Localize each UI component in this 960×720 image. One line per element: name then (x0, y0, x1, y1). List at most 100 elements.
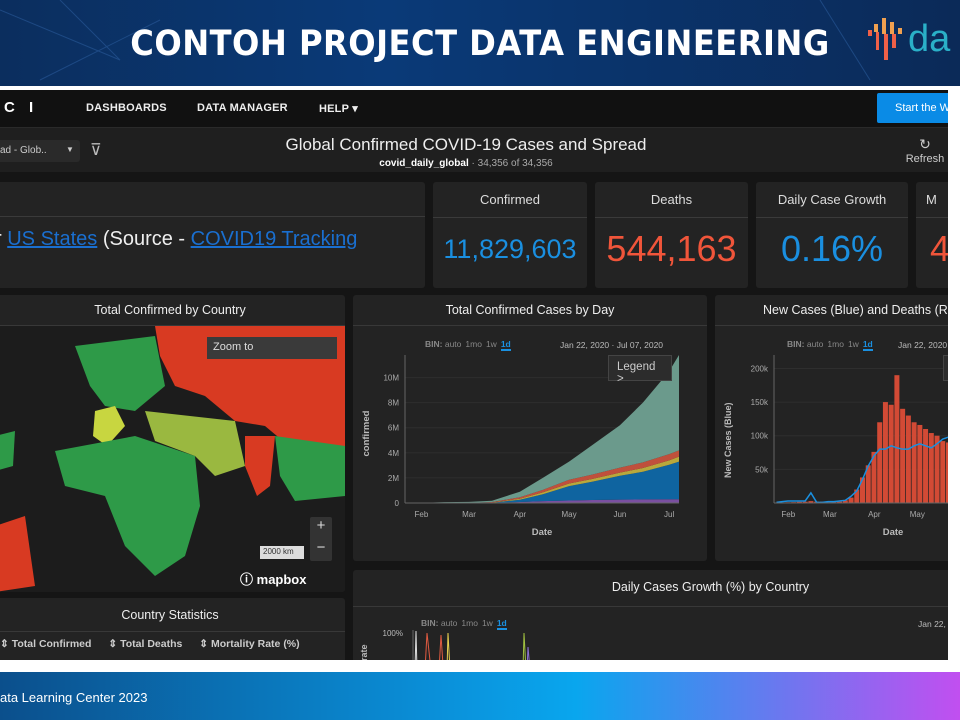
column-total-confirmed[interactable]: ⇕ Total Confirmed (0, 638, 92, 650)
bin-option-auto[interactable]: auto (806, 339, 824, 349)
dashboard-header: ad - Glob.. ▼ ⊽ Global Confirmed COVID-19… (0, 127, 948, 172)
bin-label: BIN: (421, 618, 441, 628)
deaths-bar (802, 501, 808, 503)
bin-option-1d[interactable]: 1d (496, 618, 507, 630)
bar-line-chart[interactable]: 50k100k150k200kFebMarAprMayJunDateNew Ca… (715, 350, 948, 560)
divider (433, 217, 587, 218)
deaths-bar (882, 402, 888, 503)
total-confirmed-chart-panel: Total Confirmed Cases by Day BIN: auto 1m… (353, 295, 707, 561)
y-tick-label: 100k (751, 432, 769, 441)
kpi-label: M (926, 192, 937, 207)
divider (353, 325, 707, 326)
source-table: covid_daily_global (379, 158, 469, 169)
deaths-bar (917, 424, 923, 503)
growth-line-chart[interactable]: 100% rate (353, 625, 948, 660)
start-walkthrough-button[interactable]: Start the Walk (877, 93, 948, 123)
bin-option-1mo[interactable]: 1mo (465, 339, 482, 349)
deaths-bar (860, 477, 865, 503)
deaths-bar (923, 429, 929, 503)
nav-data-manager[interactable]: DATA MANAGER (197, 102, 288, 114)
area-series-2 (405, 456, 679, 503)
region-south-america[interactable] (0, 516, 35, 592)
bin-selector: BIN: auto 1mo 1w 1d (787, 339, 877, 351)
date-range: Jan 22, 20 (918, 619, 948, 629)
clear-filter-icon[interactable]: ⊽ (90, 142, 102, 159)
legend-button[interactable]: Legend > (608, 355, 672, 385)
region-west[interactable] (0, 431, 15, 471)
series-line (439, 634, 444, 660)
text-tile: r US States (Source - COVID19 Tracking (0, 182, 425, 288)
y-axis-label: rate (359, 644, 369, 660)
x-axis-label: Date (883, 527, 904, 538)
stacked-area-chart[interactable]: 0 2M 4M 6M 8M 10M Feb Mar Apr May Jun Jul Date confir… (353, 350, 707, 560)
legend-button[interactable]: Le (943, 355, 948, 381)
divider (715, 325, 948, 326)
bin-option-1w[interactable]: 1w (481, 618, 493, 628)
region-asia[interactable] (275, 436, 345, 501)
region-europe[interactable] (75, 336, 165, 411)
bin-option-1d[interactable]: 1d (500, 339, 511, 351)
nav-dashboards[interactable]: DASHBOARDS (86, 102, 167, 114)
new-cases-deaths-chart-panel: New Cases (Blue) and Deaths (Re BIN: aut… (715, 295, 948, 561)
region-yellow[interactable] (93, 406, 125, 446)
info-icon[interactable]: ⓘ (240, 572, 254, 587)
divider (916, 217, 948, 218)
kpi-label: Daily Case Growth (777, 192, 887, 207)
x-tick-label: Mar (823, 510, 837, 519)
refresh-button[interactable]: ↻ Refresh (900, 136, 948, 165)
kpi-deaths: Deaths 544,163 (595, 182, 748, 288)
kpi-value: 544,163 (606, 228, 737, 269)
footer-text: ata Learning Center 2023 (0, 690, 148, 705)
bin-option-auto[interactable]: auto (440, 618, 458, 628)
bin-option-1w[interactable]: 1w (485, 339, 497, 349)
bin-option-1d[interactable]: 1d (862, 339, 873, 351)
dashboard-selector[interactable]: ad - Glob.. ▼ (0, 140, 80, 162)
bin-label: BIN: (425, 339, 445, 349)
banner: CONTOH PROJECT DATA ENGINEERING da (0, 0, 960, 86)
region-india[interactable] (245, 436, 275, 496)
zoom-out-button[interactable]: − (316, 539, 326, 556)
bin-option-1w[interactable]: 1w (847, 339, 859, 349)
y-tick-label: 6M (388, 424, 399, 433)
divider (0, 631, 345, 632)
text-middle: (Source - (97, 228, 191, 250)
column-total-deaths[interactable]: ⇕ Total Deaths (108, 638, 183, 650)
series-line (414, 630, 418, 660)
deaths-bar (905, 415, 911, 503)
mapbox-attribution[interactable]: ⓘ mapbox (240, 569, 306, 588)
panel-title: New Cases (Blue) and Deaths (Re (763, 303, 948, 317)
zoom-to-dropdown[interactable]: Zoom to (207, 337, 337, 359)
us-states-link[interactable]: US States (7, 228, 98, 250)
covid19-tracking-link[interactable]: COVID19 Tracking (190, 228, 358, 250)
x-axis-label: Date (532, 527, 553, 538)
refresh-icon: ↻ (919, 136, 931, 152)
area-series-0 (405, 499, 679, 503)
nav-help[interactable]: HELP ▾ (319, 103, 358, 115)
area-series-3 (405, 450, 679, 503)
y-axis-label: confirmed (361, 410, 372, 456)
kpi-value: 4. (930, 228, 948, 269)
y-tick-label: 0 (395, 499, 400, 508)
dashboard-selector-value: ad - Glob.. (0, 145, 47, 156)
deaths-bar (854, 489, 860, 503)
region-middle-east[interactable] (145, 411, 245, 476)
region-africa[interactable] (55, 436, 200, 576)
text-prefix: r (0, 228, 2, 250)
bin-option-1mo[interactable]: 1mo (461, 618, 478, 628)
series-line (526, 646, 530, 660)
bin-option-1mo[interactable]: 1mo (827, 339, 844, 349)
row-count: · 34,356 of 34,356 (471, 158, 553, 169)
column-mortality-rate[interactable]: ⇕ Mortality Rate (%) (199, 638, 300, 650)
zoom-in-button[interactable]: + (316, 517, 326, 534)
deaths-bar (837, 501, 843, 503)
y-tick-label: 150k (751, 398, 769, 407)
map-scale: 2000 km (260, 546, 304, 559)
divider (595, 217, 748, 218)
x-tick-label: May (910, 510, 925, 519)
mapbox-logo: mapbox (256, 572, 307, 587)
dashboard-subtitle: covid_daily_global · 34,356 of 34,356 (0, 158, 932, 169)
zoom-controls: + − (310, 517, 332, 561)
map-panel: Total Confirmed by Country Zoom to + − 2… (0, 295, 345, 592)
bin-option-auto[interactable]: auto (444, 339, 462, 349)
deaths-bar (894, 375, 900, 503)
